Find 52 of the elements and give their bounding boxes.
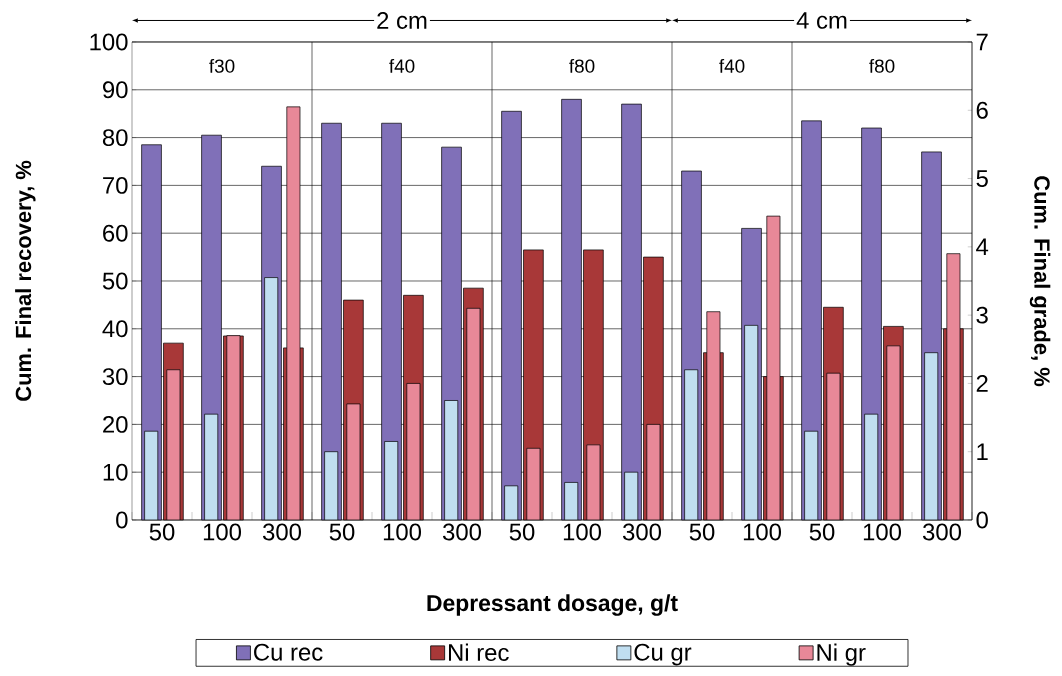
annotation: f30 xyxy=(209,58,235,73)
x-tick-label: 50 xyxy=(509,523,535,541)
x-tick-label: 100 xyxy=(203,523,242,541)
text: 2 cm xyxy=(377,12,427,29)
x-tick-label: 50 xyxy=(329,523,355,541)
x-tick-label: 100 xyxy=(743,523,782,541)
text: 4 cm xyxy=(796,12,847,29)
y-tick-label: 0 xyxy=(116,511,128,529)
x-tick-label: 50 xyxy=(689,523,715,541)
y2-tick-label: 3 xyxy=(976,306,988,324)
legend-label: Cu gr xyxy=(634,643,692,666)
legend-label: Ni gr xyxy=(817,643,866,666)
bar xyxy=(264,277,279,520)
bar xyxy=(684,369,699,520)
y2-tick-label: 0 xyxy=(976,511,988,529)
bar xyxy=(444,400,459,520)
bar xyxy=(744,325,759,520)
y-axis-title: Cum. Final recovery, % xyxy=(15,160,36,401)
y-tick-label: 70 xyxy=(103,176,128,194)
x-tick-label: 300 xyxy=(922,523,962,541)
legend-label: Ni rec xyxy=(449,643,509,662)
y-tick-label: 100 xyxy=(90,33,128,51)
y-tick-label: 50 xyxy=(102,272,128,290)
x-tick-label: 300 xyxy=(262,523,302,541)
legend-label: Cu rec xyxy=(254,643,323,661)
y-tick-label: 90 xyxy=(103,81,128,99)
y-tick-label: 40 xyxy=(102,320,128,338)
x-tick-label: 300 xyxy=(442,523,482,541)
y2-tick-label: 2 xyxy=(976,375,988,392)
y2-tick-label: 1 xyxy=(977,443,988,460)
x-tick-label: 100 xyxy=(383,523,422,541)
y-tick-label: 10 xyxy=(103,463,128,481)
annotation: f80 xyxy=(869,58,895,73)
y2-tick-label: 6 xyxy=(976,101,988,119)
annotation: f80 xyxy=(569,58,595,73)
x-tick-label: 50 xyxy=(149,523,175,541)
y2-tick-label: 5 xyxy=(976,170,988,187)
annotation: f40 xyxy=(389,58,415,73)
y-tick-label: 80 xyxy=(102,129,128,147)
y-tick-label: 30 xyxy=(102,368,128,386)
x-tick-label: 100 xyxy=(863,523,902,541)
y2-tick-label: 4 xyxy=(976,238,989,256)
y2-axis-title: Cum. Final grade, % xyxy=(1029,176,1051,387)
bar xyxy=(924,352,939,520)
x-tick-label: 100 xyxy=(563,523,602,541)
x-axis-title: Depressant dosage, g/t xyxy=(427,594,678,616)
x-tick-label: 50 xyxy=(809,523,835,541)
y2-tick-label: 7 xyxy=(976,33,988,51)
y-tick-label: 60 xyxy=(103,224,128,242)
x-tick-label: 300 xyxy=(622,523,662,541)
y-tick-label: 20 xyxy=(103,415,128,433)
annotation: f40 xyxy=(719,58,745,73)
